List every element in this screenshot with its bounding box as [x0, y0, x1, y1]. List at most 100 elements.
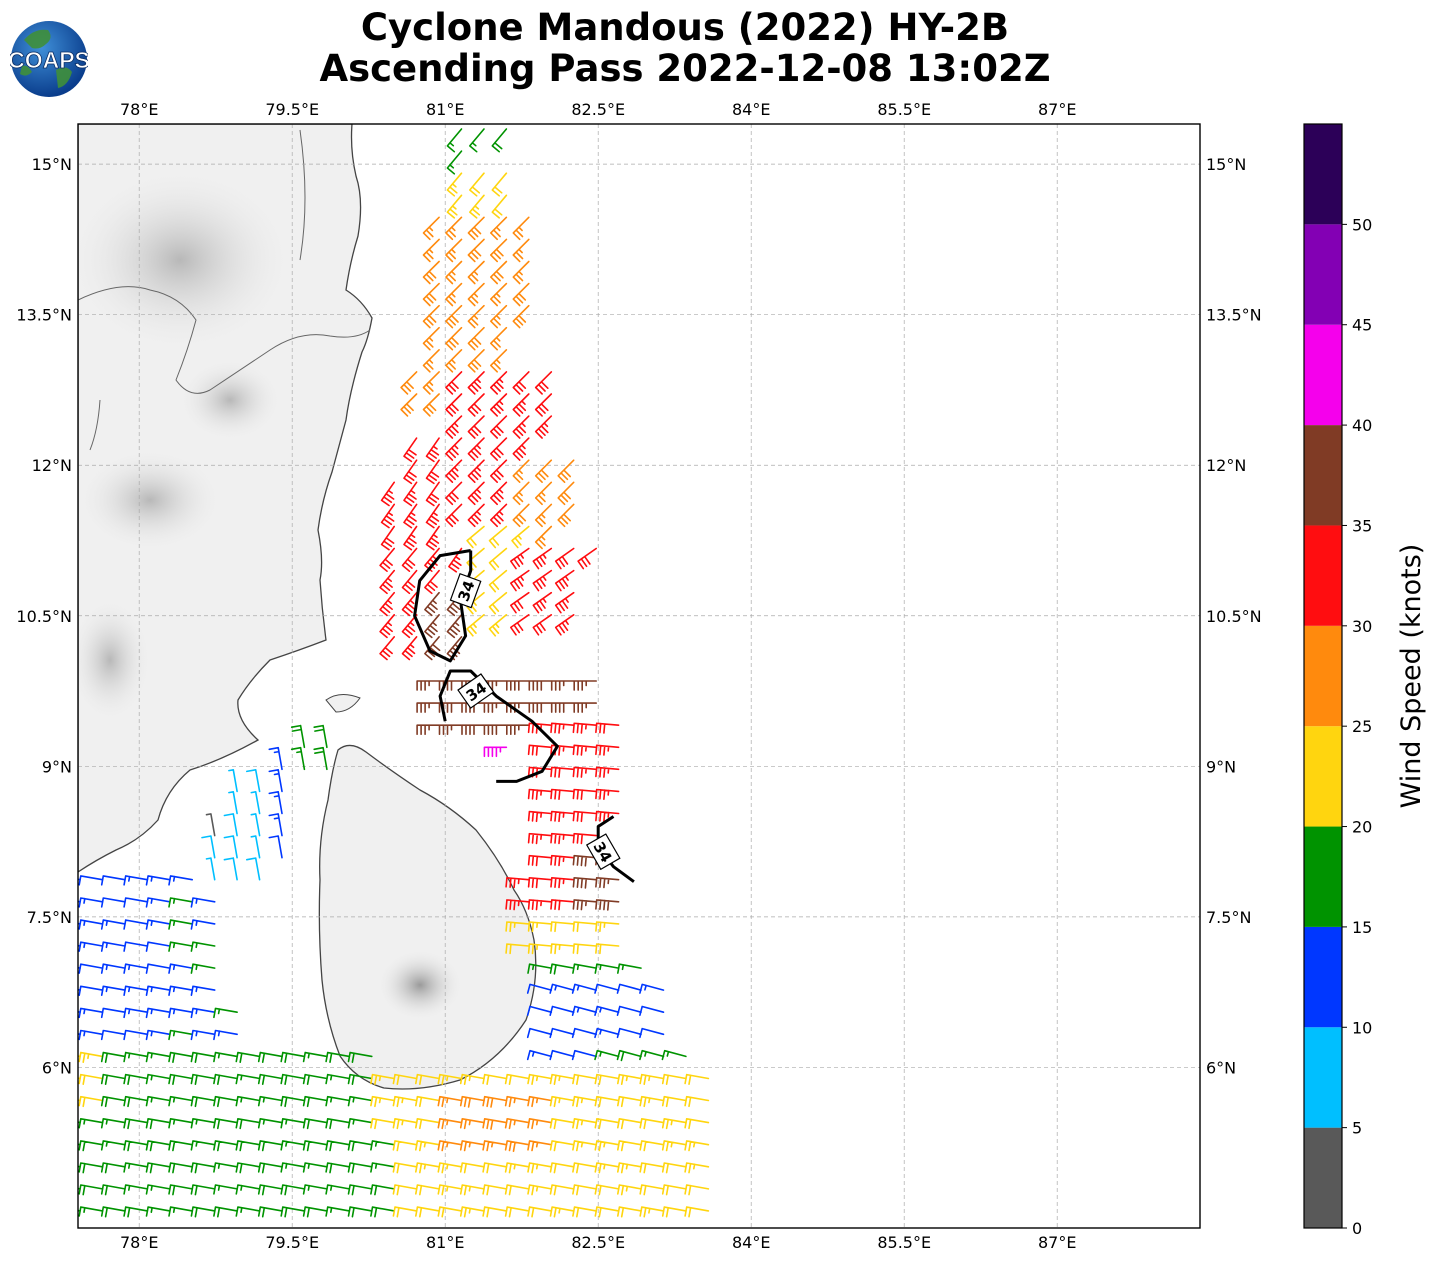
wind-barb: [571, 1049, 597, 1061]
wind-barb: [490, 393, 508, 417]
wind-barb: [235, 1073, 261, 1085]
colorbar-bin: [1304, 726, 1342, 827]
wind-barb: [527, 921, 553, 933]
wind-barb: [415, 1118, 440, 1130]
wind-barb: [467, 260, 485, 285]
wind-barb: [461, 724, 485, 735]
wind-barb: [78, 1162, 104, 1174]
wind-barb: [617, 1073, 642, 1085]
wind-barb: [422, 304, 440, 329]
wind-barb: [415, 1140, 440, 1152]
wind-barb: [78, 988, 81, 991]
wind-barb: [446, 150, 463, 175]
wind-barb: [168, 1073, 193, 1085]
wind-barb: [512, 371, 530, 395]
wind-barb: [403, 481, 418, 507]
wind-barb: [213, 1118, 238, 1130]
wind-barb: [123, 1051, 149, 1063]
wind-barb: [639, 1184, 665, 1196]
wind-barb: [347, 1184, 373, 1196]
wind-barb: [145, 1162, 171, 1174]
lat-tick-label-right: 7.5°N: [1206, 908, 1251, 927]
wind-barb: [422, 371, 440, 395]
wind-barb: [526, 1027, 553, 1039]
wind-barb: [684, 1118, 710, 1130]
mannar-island: [325, 694, 361, 713]
wind-barb: [379, 569, 395, 595]
wind-barb: [100, 919, 126, 930]
wind-barb: [145, 1051, 171, 1063]
wind-barb: [617, 1095, 642, 1108]
wind-barb: [190, 941, 216, 952]
wind-barb: [661, 1073, 687, 1085]
wind-barb: [370, 1118, 395, 1130]
wind-barb: [504, 1073, 530, 1085]
wind-barb: [595, 766, 620, 778]
colorbar-bin: [1304, 926, 1342, 1028]
lat-tick-label-left: 15°N: [32, 155, 72, 174]
wind-barb: [661, 1206, 687, 1218]
wind-barb: [123, 1206, 149, 1218]
wind-barb: [100, 1184, 126, 1196]
wind-barb: [467, 282, 485, 307]
wind-barb: [190, 1051, 216, 1063]
wind-barb: [466, 614, 485, 637]
wind-barb: [415, 1184, 440, 1196]
lon-tick-label-top: 87°E: [1038, 100, 1076, 119]
wind-barb: [639, 1005, 665, 1016]
wind-barb: [616, 983, 642, 994]
wind-barb: [445, 371, 463, 395]
wind-barb: [527, 1073, 553, 1085]
wind-barb: [78, 944, 81, 947]
wind-barb: [490, 371, 508, 395]
wind-barb: [550, 943, 575, 955]
wind-barb: [392, 1118, 418, 1130]
wind-barb: [512, 503, 530, 528]
wind-barb: [572, 766, 597, 778]
wind-barb: [527, 963, 553, 974]
wind-barb: [572, 899, 597, 911]
wind-barb: [527, 1095, 553, 1108]
wind-barb: [325, 1140, 351, 1152]
wind-barb: [257, 1051, 283, 1063]
wind-barb: [123, 1184, 149, 1195]
wind-barb: [661, 1118, 687, 1130]
wind-barb: [437, 1162, 463, 1174]
wind-barb: [246, 857, 261, 881]
logo-text: COAPS: [10, 47, 88, 73]
wind-barb: [100, 1029, 126, 1041]
wind-barb: [437, 1184, 463, 1196]
wind-barb: [280, 1118, 306, 1129]
wind-barb: [550, 854, 575, 867]
wind-barb: [572, 1206, 597, 1218]
wind-barb: [445, 437, 463, 461]
wind-barb: [594, 1049, 620, 1061]
wind-barb: [145, 1095, 171, 1107]
wind-barb: [268, 791, 283, 815]
wind-barb: [280, 1140, 306, 1151]
wind-barb: [250, 791, 261, 815]
wind-barb: [446, 128, 463, 153]
wind-barb: [257, 1206, 283, 1218]
contour-label-background: [449, 573, 482, 609]
wind-barb: [505, 899, 530, 911]
wind-barb: [595, 810, 620, 823]
wind-barb: [422, 326, 440, 351]
wind-barb: [347, 1051, 373, 1063]
wind-barb: [379, 547, 395, 572]
wind-barb: [469, 194, 485, 219]
wind-barb: [123, 941, 149, 952]
wind-barb: [78, 1143, 81, 1146]
wind-barb: [347, 1118, 373, 1129]
lon-tick-label-bottom: 85.5°E: [877, 1233, 931, 1252]
wind-barb: [325, 1184, 351, 1195]
wind-barb: [223, 857, 238, 881]
wind-barb: [594, 983, 620, 994]
lon-tick-label-top: 78°E: [120, 100, 158, 119]
wind-barb: [400, 371, 418, 395]
wind-barb: [549, 1184, 575, 1196]
wind-barb: [78, 878, 81, 881]
wind-barb: [445, 349, 463, 373]
wind-barb: [347, 1206, 373, 1218]
wind-barb: [467, 371, 485, 395]
